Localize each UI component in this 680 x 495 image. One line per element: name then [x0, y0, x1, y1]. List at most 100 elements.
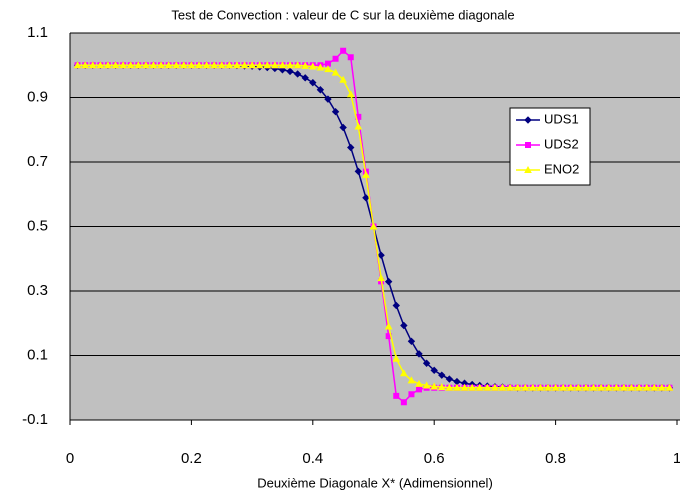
series-markers: [73, 61, 674, 391]
marker: [301, 61, 310, 69]
marker: [309, 78, 317, 87]
marker: [339, 123, 347, 132]
marker: [255, 61, 264, 69]
marker: [126, 61, 135, 69]
marker: [377, 274, 385, 282]
marker: [524, 116, 532, 124]
marker: [278, 61, 287, 69]
marker: [384, 322, 393, 330]
marker: [316, 63, 325, 71]
marker: [566, 383, 575, 391]
x-tick-label: 0.6: [424, 450, 445, 467]
marker: [498, 383, 507, 391]
marker: [324, 95, 332, 103]
marker: [347, 143, 355, 152]
marker: [506, 383, 514, 391]
marker: [468, 383, 476, 391]
marker: [430, 382, 439, 390]
marker: [293, 70, 302, 78]
marker: [392, 301, 400, 310]
marker: [650, 383, 659, 391]
x-tick-label: 0.2: [181, 450, 202, 467]
marker: [240, 61, 249, 69]
marker: [164, 61, 173, 69]
marker: [627, 383, 636, 391]
marker: [551, 383, 560, 391]
marker: [340, 47, 347, 54]
marker: [400, 321, 408, 330]
marker: [195, 61, 203, 69]
marker: [574, 383, 583, 391]
marker: [301, 74, 309, 82]
marker: [157, 61, 165, 69]
marker: [521, 383, 530, 391]
marker: [293, 61, 302, 69]
marker: [407, 376, 416, 384]
marker: [362, 194, 370, 202]
marker: [620, 383, 628, 391]
marker: [400, 369, 408, 377]
marker: [513, 383, 522, 391]
marker: [483, 383, 492, 391]
x-tick-label: 1: [673, 450, 680, 467]
x-axis-label: Deuxième Diagonale X* (Adimensionnel): [257, 475, 493, 490]
marker: [582, 383, 590, 391]
y-tick-label: -0.1: [22, 411, 48, 428]
marker: [416, 386, 423, 393]
marker: [400, 399, 407, 406]
y-tick-label: 1.1: [27, 24, 48, 41]
marker: [331, 68, 340, 76]
marker: [665, 383, 674, 391]
marker: [612, 383, 621, 391]
marker: [286, 61, 294, 69]
marker: [346, 90, 355, 98]
marker: [331, 107, 340, 116]
marker: [271, 61, 279, 69]
x-tick-label: 0.4: [302, 450, 323, 467]
marker: [88, 61, 97, 69]
marker: [408, 391, 415, 398]
marker: [324, 65, 332, 73]
marker: [445, 383, 454, 391]
marker: [96, 61, 105, 69]
marker: [172, 61, 181, 69]
marker: [453, 383, 461, 391]
y-tick-label: 0.9: [27, 88, 48, 105]
legend-label: ENO2: [544, 161, 579, 176]
legend-label: UDS2: [544, 136, 579, 151]
marker: [134, 61, 143, 69]
legend: [509, 107, 591, 186]
marker: [263, 61, 272, 69]
marker: [308, 62, 317, 70]
marker: [438, 371, 446, 379]
marker: [339, 75, 347, 83]
marker: [597, 383, 605, 391]
marker: [657, 383, 666, 391]
marker: [415, 350, 423, 358]
marker: [316, 86, 325, 94]
marker: [347, 54, 354, 61]
marker: [286, 67, 294, 76]
marker: [111, 61, 120, 69]
marker: [525, 142, 531, 148]
marker: [81, 61, 90, 69]
marker: [73, 61, 82, 69]
marker: [332, 55, 339, 62]
marker: [104, 61, 112, 69]
marker: [248, 61, 256, 69]
marker: [635, 383, 643, 391]
marker: [392, 354, 401, 362]
marker: [393, 392, 400, 399]
marker: [225, 61, 234, 69]
marker: [437, 383, 446, 391]
marker: [187, 61, 196, 69]
marker: [202, 61, 211, 69]
marker: [362, 170, 370, 178]
marker: [233, 61, 241, 69]
marker: [491, 383, 499, 391]
marker: [460, 383, 469, 391]
marker: [528, 383, 537, 391]
chart-title: Test de Convection : valeur de C sur la …: [171, 7, 514, 22]
marker: [119, 61, 127, 69]
